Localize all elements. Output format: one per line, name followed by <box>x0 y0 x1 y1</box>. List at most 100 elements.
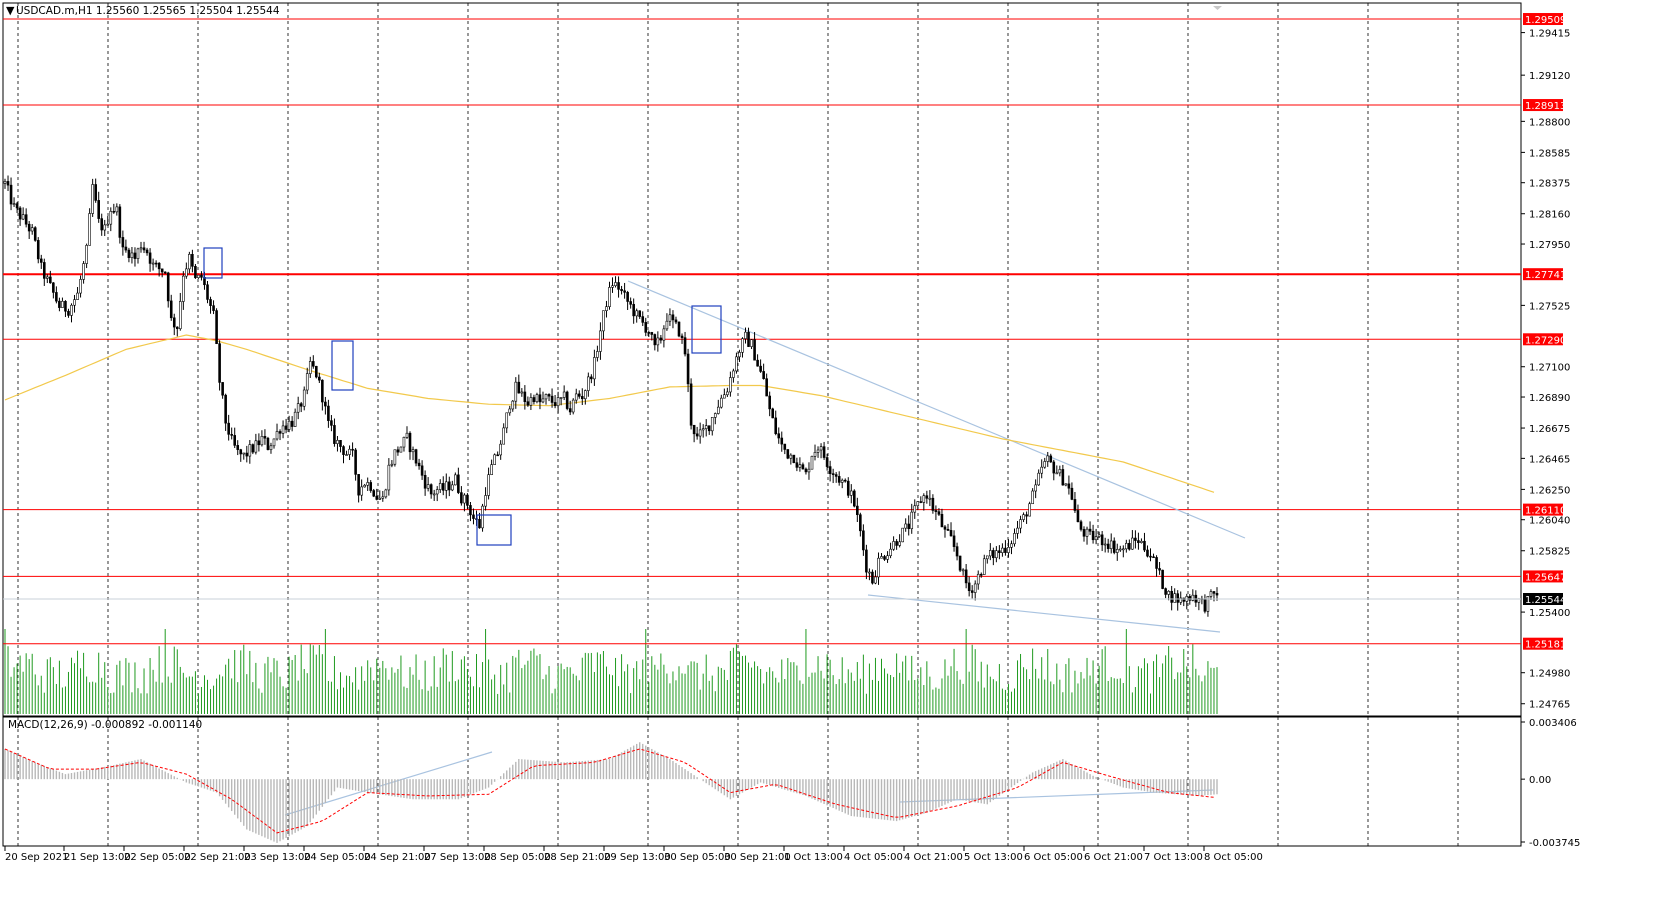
candle-body <box>1013 533 1016 545</box>
price-tick-label: 1.28160 <box>1529 210 1570 221</box>
candle-body <box>859 514 862 532</box>
candle-body <box>849 490 853 496</box>
candle-body <box>641 316 645 323</box>
candle-body <box>747 331 750 347</box>
candle-body <box>937 511 941 515</box>
candle-body <box>883 556 886 560</box>
candle-body <box>695 433 699 437</box>
candle-body <box>780 437 784 445</box>
candle-body <box>982 558 986 575</box>
candle-body <box>831 473 835 475</box>
candle-body <box>145 249 149 254</box>
zone-box-1[interactable] <box>203 247 223 279</box>
candle-body <box>689 383 693 426</box>
candle-body <box>293 411 297 427</box>
candle-body <box>369 482 373 491</box>
zone-box-4[interactable] <box>691 305 722 354</box>
candle-body <box>230 434 233 436</box>
chart-menu-icon[interactable]: ▼ <box>6 4 15 17</box>
candle-body <box>499 443 502 456</box>
candle-body <box>544 394 548 400</box>
candle-body <box>115 206 119 213</box>
candle-body <box>922 495 926 503</box>
macd-trendline-right[interactable] <box>899 789 1214 803</box>
candle-body <box>520 391 524 394</box>
candle-body <box>411 449 415 453</box>
candle-body <box>865 549 868 573</box>
candle-body <box>1010 543 1013 548</box>
candle-body <box>837 476 841 483</box>
trendlines <box>284 280 1246 816</box>
candle-body <box>952 535 956 547</box>
macd-histogram <box>4 742 1218 843</box>
candle-body <box>142 247 146 251</box>
candle-body <box>284 425 288 430</box>
descending-trendline-lower[interactable] <box>867 594 1221 633</box>
scroll-marker-icon[interactable] <box>1213 6 1222 10</box>
time-tick-label: 29 Sep 13:00 <box>604 852 671 863</box>
candle-body <box>919 501 923 503</box>
candle-body <box>686 353 690 385</box>
candle-body <box>1137 540 1140 543</box>
descending-trendline-upper[interactable] <box>627 280 1246 539</box>
time-tick-label: 24 Sep 21:00 <box>364 852 431 863</box>
candle-body <box>378 497 382 500</box>
candle-body <box>182 275 185 302</box>
candle-body <box>913 505 917 513</box>
candle-body <box>1215 593 1219 596</box>
level-label-bg <box>1523 13 1563 26</box>
candle-body <box>1097 534 1101 537</box>
candle-body <box>541 398 545 403</box>
zone-box-3[interactable] <box>476 514 512 546</box>
candle-body <box>526 401 530 406</box>
candle-body <box>514 381 518 402</box>
candle-body <box>233 435 237 446</box>
macd-header: MACD(12,26,9) -0.000892 -0.001140 <box>8 719 202 731</box>
price-tick-label: 1.25825 <box>1529 547 1570 558</box>
candle-body <box>390 463 394 466</box>
candle-body <box>1028 503 1031 517</box>
candle-body <box>571 399 575 413</box>
candle-body <box>79 279 82 294</box>
zone-box-2[interactable] <box>331 340 354 391</box>
candle-body <box>777 433 781 439</box>
candle-body <box>934 510 938 512</box>
candle-body <box>333 425 336 444</box>
candle-body <box>97 200 100 219</box>
candle-body <box>946 529 950 531</box>
candle-body <box>756 359 759 367</box>
candle-body <box>989 550 992 557</box>
candle-body <box>1094 536 1098 541</box>
candle-body <box>1143 540 1146 551</box>
candle-body <box>565 391 569 409</box>
candle-body <box>626 292 629 302</box>
candle-body <box>121 237 125 248</box>
candle-body <box>538 394 542 403</box>
candle-body <box>363 484 366 488</box>
time-tick-label: 7 Oct 13:00 <box>1144 852 1203 863</box>
candle-body <box>617 282 620 290</box>
level-label: 1.27290 <box>1525 335 1566 346</box>
candle-body <box>647 332 651 334</box>
candle-body <box>846 480 850 496</box>
candle-body <box>360 486 363 496</box>
candle-body <box>330 420 333 426</box>
candle-body <box>417 462 421 467</box>
price-tick-label: 1.25400 <box>1529 608 1570 619</box>
candle-body <box>723 394 726 399</box>
candle-body <box>907 523 911 530</box>
candle-body <box>587 376 590 391</box>
candle-body <box>481 505 484 529</box>
candle-body <box>720 397 723 408</box>
candle-body <box>892 541 895 550</box>
macd-tick-label: -0.003745 <box>1529 838 1580 849</box>
price-tick-label: 1.28375 <box>1529 179 1570 190</box>
candle-body <box>484 495 487 507</box>
candle-body <box>759 365 762 372</box>
candle-body <box>18 207 22 220</box>
candle-body <box>874 576 877 584</box>
candle-body <box>399 446 403 453</box>
candle-body <box>1058 469 1062 474</box>
